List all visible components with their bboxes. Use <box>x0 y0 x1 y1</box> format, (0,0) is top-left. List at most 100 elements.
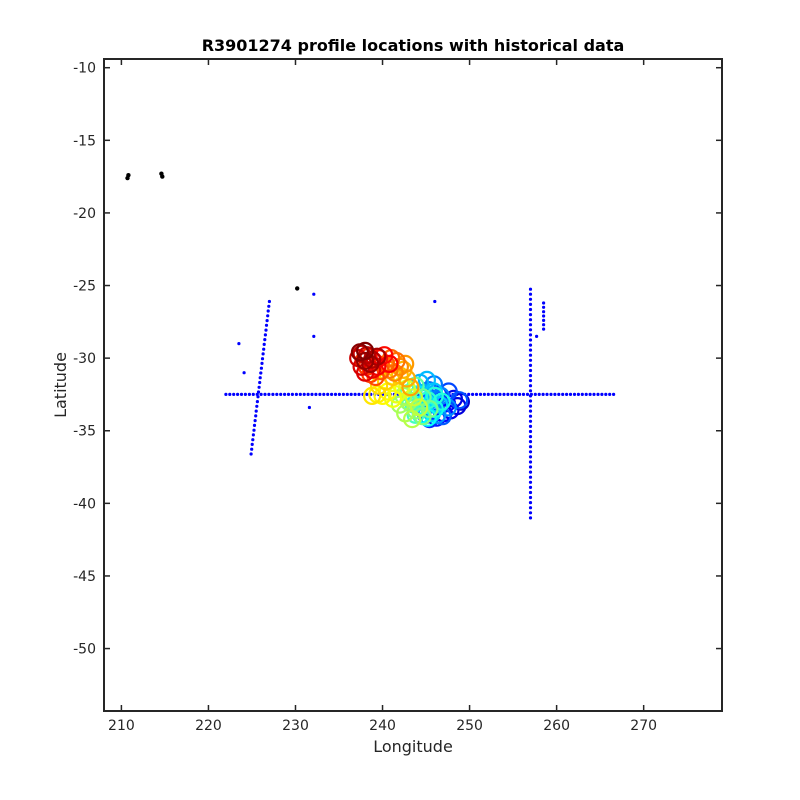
historical-point <box>247 392 251 396</box>
historical-point <box>237 342 241 346</box>
historical-point <box>263 392 267 396</box>
profile-point <box>356 341 375 360</box>
historical-point <box>260 361 264 365</box>
x-tick-label: 260 <box>543 718 570 734</box>
historical-point <box>553 392 557 396</box>
historical-point <box>528 384 533 388</box>
historical-point <box>236 392 240 396</box>
historical-point <box>528 501 533 505</box>
historical-point <box>528 506 533 510</box>
historical-point <box>528 323 533 327</box>
y-tick-label: -35 <box>73 424 96 440</box>
historical-point <box>251 392 255 396</box>
historical-point <box>600 392 604 396</box>
historical-point <box>565 392 569 396</box>
historical-point <box>528 465 533 469</box>
historical-point <box>242 371 246 375</box>
historical-point <box>502 392 506 396</box>
historical-point <box>514 392 518 396</box>
historical-point <box>549 392 553 396</box>
historical-point <box>528 409 533 413</box>
profile-point <box>401 378 420 397</box>
historical-point <box>494 392 498 396</box>
historical-point <box>528 292 533 296</box>
data-layer <box>125 171 616 520</box>
historical-point <box>265 319 269 323</box>
historical-point <box>239 392 244 396</box>
historical-point <box>250 447 254 451</box>
historical-point <box>314 392 318 396</box>
historical-point <box>537 392 541 396</box>
historical-point <box>326 392 330 396</box>
historical-point <box>255 404 259 408</box>
historical-point <box>318 392 322 396</box>
historical-point <box>254 409 258 413</box>
historical-point <box>279 392 283 396</box>
historical-point <box>542 314 546 318</box>
historical-point <box>258 380 262 385</box>
y-tick-label: -10 <box>73 61 96 77</box>
historical-point <box>588 392 592 396</box>
historical-point <box>310 392 314 396</box>
historical-point <box>341 392 345 396</box>
historical-point <box>262 347 266 351</box>
historical-point <box>345 392 349 396</box>
historical-point <box>542 305 546 309</box>
historical-point <box>528 328 533 332</box>
historical-point <box>528 338 533 342</box>
historical-point <box>260 357 265 361</box>
x-tick-label: 220 <box>195 718 222 734</box>
historical-point <box>518 392 522 396</box>
historical-point <box>256 390 261 394</box>
y-tick-label: -40 <box>73 496 96 512</box>
historical-point <box>259 366 263 370</box>
historical-point <box>251 433 255 437</box>
historical-point <box>592 392 596 396</box>
historical-point <box>267 392 271 396</box>
historical-point <box>262 342 266 346</box>
historical-point <box>312 334 316 338</box>
y-axis-label: Latitude <box>51 352 70 418</box>
axes: 210 220 230 240 250 260 270 -10 -15 -20 -25 -30 -35 -… <box>73 58 723 734</box>
historical-point <box>528 348 533 352</box>
historical-point <box>528 307 533 312</box>
historical-point <box>353 392 357 396</box>
historical-point <box>243 392 247 396</box>
historical-point <box>357 392 361 396</box>
historical-point <box>478 392 483 396</box>
historical-point <box>557 392 561 396</box>
historical-point <box>267 299 271 304</box>
historical-point <box>253 419 257 423</box>
historical-point <box>286 392 291 396</box>
historical-point <box>259 371 263 375</box>
historical-point <box>528 313 533 317</box>
historical-point <box>568 392 573 396</box>
historical-point <box>525 392 530 396</box>
historical-point <box>228 392 232 396</box>
historical-point <box>528 424 533 428</box>
historical-point <box>259 392 263 396</box>
historical-point <box>337 392 341 396</box>
historical-point <box>542 318 546 322</box>
historical-point <box>490 392 494 396</box>
historical-point <box>232 392 236 396</box>
historical-point <box>433 299 437 304</box>
x-axis-label: Longitude <box>373 737 453 756</box>
historical-point <box>528 394 533 398</box>
historical-point <box>275 392 279 396</box>
profile-point <box>356 351 375 371</box>
historical-point <box>471 392 475 396</box>
y-tick-label: -25 <box>73 279 96 295</box>
historical-point <box>528 297 533 301</box>
historical-point <box>528 404 533 408</box>
historical-point <box>528 435 533 439</box>
historical-point <box>528 419 533 423</box>
historical-point <box>298 392 302 396</box>
historical-point <box>612 392 616 396</box>
historical-point <box>528 460 533 464</box>
historical-point <box>306 392 310 396</box>
historical-point <box>506 392 510 396</box>
historical-point <box>333 392 338 396</box>
historical-point <box>572 392 577 396</box>
historical-point <box>294 392 298 396</box>
